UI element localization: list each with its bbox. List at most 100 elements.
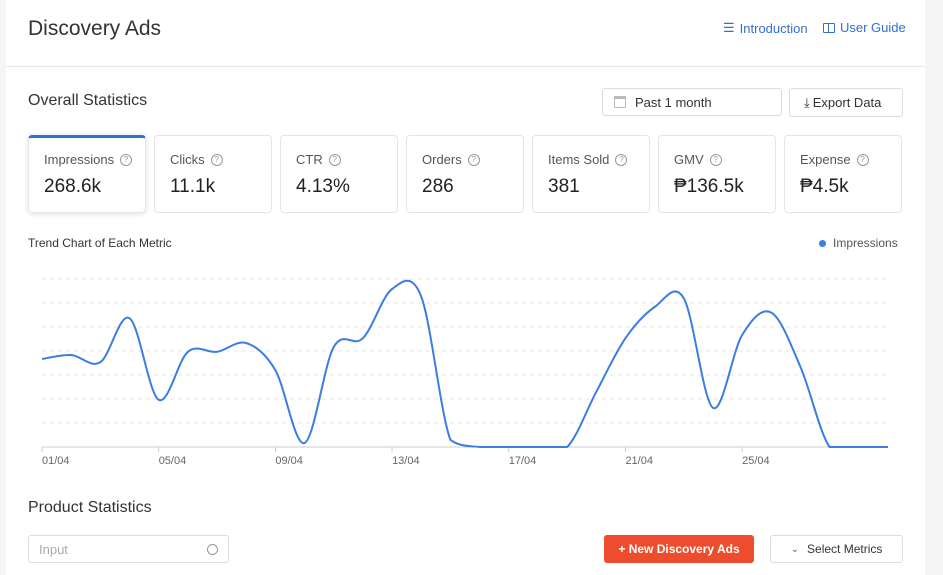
metric-value: 381 bbox=[548, 176, 580, 197]
metric-card-impressions[interactable]: Impressions? 268.6k bbox=[28, 135, 146, 213]
data-point[interactable] bbox=[532, 441, 544, 453]
data-point[interactable] bbox=[328, 341, 340, 353]
data-point[interactable] bbox=[794, 361, 806, 373]
data-point[interactable] bbox=[299, 437, 311, 449]
select-metrics-button[interactable]: ⌄ Select Metrics bbox=[770, 535, 903, 563]
metric-label: Clicks bbox=[170, 152, 205, 167]
data-point[interactable] bbox=[65, 349, 77, 361]
export-data-button[interactable]: ⤓ Export Data bbox=[789, 88, 903, 117]
data-point[interactable] bbox=[590, 386, 602, 398]
metric-card-items-sold[interactable]: Items Sold? 381 bbox=[532, 135, 650, 213]
trend-chart-title: Trend Chart of Each Metric bbox=[28, 236, 172, 250]
introduction-link[interactable]: ☰ Introduction bbox=[723, 20, 808, 36]
help-icon[interactable]: ? bbox=[210, 153, 223, 166]
metric-value: ₱136.5k bbox=[674, 176, 744, 197]
metric-label-row: CTR? bbox=[296, 152, 397, 167]
metric-card-clicks[interactable]: Clicks? 11.1k bbox=[154, 135, 272, 213]
metric-label-row: Orders? bbox=[422, 152, 523, 167]
trend-chart: 01/04 05/04 09/04 13/04 17/04 21/04 25/04 bbox=[36, 278, 894, 467]
metric-label-row: Impressions? bbox=[44, 152, 145, 167]
metric-value: 4.13% bbox=[296, 176, 350, 197]
export-label: Export Data bbox=[812, 95, 882, 110]
date-range-picker[interactable]: Past 1 month bbox=[602, 88, 782, 116]
search-placeholder: Input bbox=[39, 541, 68, 557]
x-tick-label: 25/04 bbox=[742, 455, 770, 467]
data-point[interactable] bbox=[649, 301, 661, 313]
product-statistics-title: Product Statistics bbox=[28, 499, 152, 516]
help-icon[interactable]: ? bbox=[120, 153, 133, 166]
metric-label: Items Sold bbox=[548, 152, 610, 167]
data-point[interactable] bbox=[678, 292, 690, 304]
x-tick-label: 01/04 bbox=[42, 455, 70, 467]
search-icon bbox=[207, 543, 218, 555]
metric-label: GMV bbox=[674, 152, 704, 167]
data-point[interactable] bbox=[357, 332, 369, 344]
new-discovery-ads-button[interactable]: + New Discovery Ads bbox=[604, 535, 754, 563]
metric-card-gmv[interactable]: GMV? ₱136.5k bbox=[658, 135, 776, 213]
metric-value: 268.6k bbox=[44, 176, 102, 197]
metric-label: Orders bbox=[422, 152, 462, 167]
book-icon bbox=[823, 22, 835, 33]
help-icon[interactable]: ? bbox=[856, 153, 869, 166]
metric-label-row: GMV? bbox=[674, 152, 775, 167]
data-point[interactable] bbox=[94, 356, 106, 368]
metric-label: CTR bbox=[296, 152, 323, 167]
select-metrics-label: Select Metrics bbox=[807, 542, 883, 556]
data-point[interactable] bbox=[153, 394, 165, 406]
x-tick-label: 17/04 bbox=[509, 455, 537, 467]
data-point[interactable] bbox=[269, 364, 281, 376]
metric-card-ctr[interactable]: CTR? 4.13% bbox=[280, 135, 398, 213]
metric-card-expense[interactable]: Expense? ₱4.5k bbox=[784, 135, 902, 213]
help-icon[interactable]: ? bbox=[328, 153, 341, 166]
data-point[interactable] bbox=[386, 283, 398, 295]
metric-value: ₱4.5k bbox=[800, 176, 849, 197]
metric-card-orders[interactable]: Orders? 286 bbox=[406, 135, 524, 213]
data-point[interactable] bbox=[474, 441, 486, 453]
x-tick-label: 13/04 bbox=[392, 455, 420, 467]
data-point[interactable] bbox=[736, 329, 748, 341]
data-point[interactable] bbox=[707, 402, 719, 414]
header-divider bbox=[6, 66, 925, 67]
introduction-label: Introduction bbox=[739, 20, 808, 36]
list-icon: ☰ bbox=[723, 20, 735, 35]
metric-value: 11.1k bbox=[170, 176, 216, 197]
metric-label-row: Items Sold? bbox=[548, 152, 649, 167]
page-title: Discovery Ads bbox=[28, 17, 162, 40]
chart-legend[interactable]: Impressions bbox=[819, 236, 898, 250]
data-point[interactable] bbox=[853, 441, 865, 453]
data-point[interactable] bbox=[824, 441, 836, 453]
data-point[interactable] bbox=[619, 332, 631, 344]
help-icon[interactable]: ? bbox=[709, 153, 722, 166]
data-point[interactable] bbox=[561, 441, 573, 453]
data-point[interactable] bbox=[240, 337, 252, 349]
x-tick-label: 09/04 bbox=[275, 455, 303, 467]
data-point[interactable] bbox=[765, 307, 777, 319]
series-line-impressions bbox=[41, 279, 888, 449]
data-point[interactable] bbox=[211, 346, 223, 358]
data-point[interactable] bbox=[415, 291, 427, 303]
data-point[interactable] bbox=[444, 434, 456, 446]
metric-label-row: Clicks? bbox=[170, 152, 271, 167]
download-icon: ⤓ bbox=[804, 94, 810, 110]
chevron-double-down-icon: ⌄ bbox=[790, 543, 800, 555]
user-guide-label: User Guide bbox=[840, 20, 906, 35]
legend-label: Impressions bbox=[833, 236, 898, 250]
metric-label: Expense bbox=[800, 152, 851, 167]
data-point[interactable] bbox=[882, 441, 894, 453]
data-point[interactable] bbox=[124, 312, 136, 324]
calendar-icon bbox=[614, 96, 626, 108]
help-icon[interactable]: ? bbox=[467, 153, 480, 166]
user-guide-link[interactable]: User Guide bbox=[823, 20, 906, 35]
product-search-input[interactable]: Input bbox=[28, 535, 229, 563]
data-point[interactable] bbox=[182, 346, 194, 358]
overall-statistics-title: Overall Statistics bbox=[28, 92, 148, 109]
x-tick-label: 21/04 bbox=[625, 455, 653, 467]
metric-label-row: Expense? bbox=[800, 152, 901, 167]
metric-label: Impressions bbox=[44, 152, 115, 167]
data-point[interactable] bbox=[36, 353, 48, 365]
legend-dot-icon bbox=[819, 239, 826, 247]
help-icon[interactable]: ? bbox=[615, 153, 628, 166]
date-range-value: Past 1 month bbox=[635, 94, 712, 110]
data-point[interactable] bbox=[503, 441, 515, 453]
x-tick-label: 05/04 bbox=[159, 455, 187, 467]
